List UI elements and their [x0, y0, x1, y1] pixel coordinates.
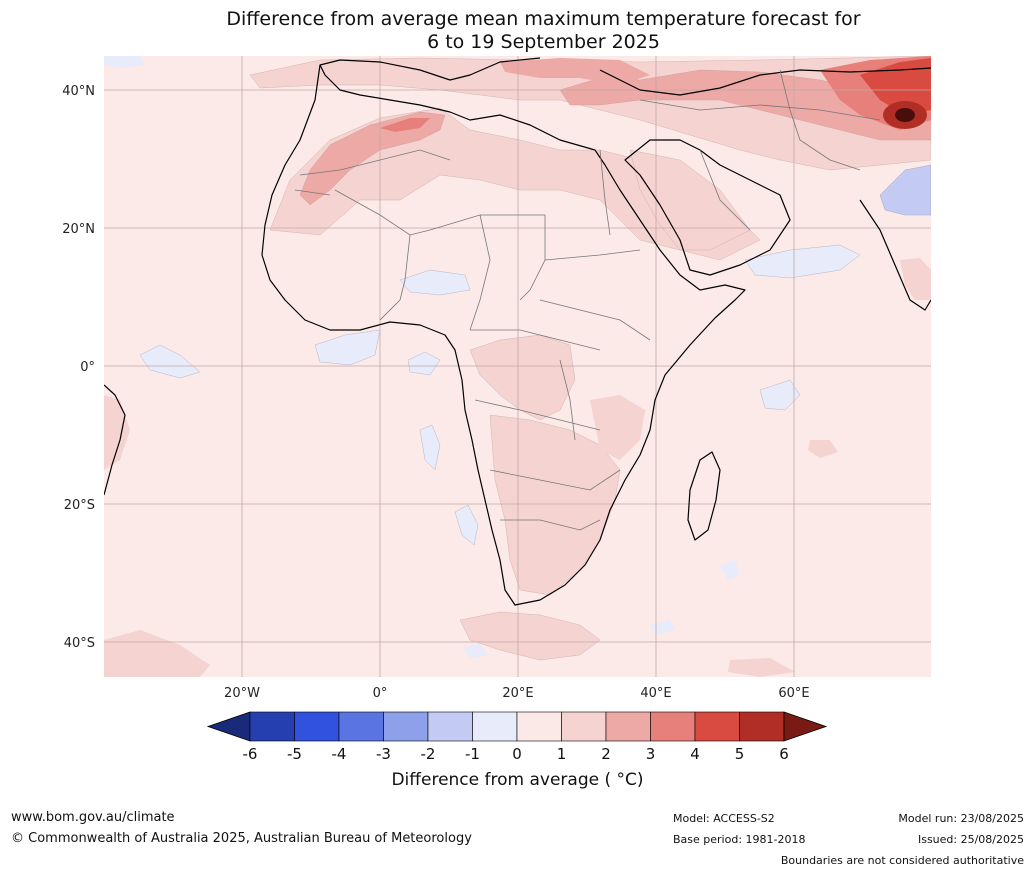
colorbar-segment — [338, 711, 384, 742]
anomaly-indian-ocean — [808, 440, 838, 458]
anomaly-cool-sahel — [399, 269, 471, 296]
colorbar-title: Difference from average ( °C) — [391, 770, 644, 790]
anomaly-cool-arabian-sea — [744, 244, 861, 279]
anomaly-cool-namibia — [454, 504, 479, 546]
madagascar-coastline — [687, 451, 721, 541]
anomaly-cool-gabon — [407, 351, 441, 376]
lat-label-40N: 40°N — [62, 84, 95, 99]
colorbar-segment — [383, 711, 429, 742]
colorbar-tick-label: -6 — [243, 745, 258, 763]
anomaly-southern-africa — [489, 414, 621, 596]
west-south-america-coast — [104, 384, 126, 496]
colorbar: -6 -5 -4 -3 -2 -1 0 1 2 3 4 5 6 — [206, 711, 828, 763]
anomaly-cool-south-2 — [462, 644, 488, 658]
colorbar-segment — [605, 711, 651, 742]
colorbar-segment — [427, 711, 473, 742]
colorbar-tick-label: -3 — [376, 745, 391, 763]
colorbar-segment — [739, 711, 785, 742]
colorbar-segment — [249, 711, 295, 742]
lat-label-20S: 20°S — [64, 498, 95, 513]
lon-label-0: 0° — [373, 686, 388, 701]
colorbar-tick-label: -2 — [421, 745, 436, 763]
title-line-2: 6 to 19 September 2025 — [427, 31, 660, 53]
coastlines — [104, 57, 931, 606]
anomaly-cool-nw — [104, 56, 145, 68]
anomaly-cool-somali — [759, 379, 801, 411]
footer-website[interactable]: www.bom.gov.au/climate — [11, 810, 175, 825]
colorbar-segment — [294, 711, 340, 742]
arabia-coastline — [624, 139, 791, 276]
footer-model-run: Model run: 23/08/2025 — [898, 812, 1024, 825]
anomaly-cool-angola-sea — [419, 424, 441, 471]
anomaly-south-atlantic — [459, 611, 601, 661]
anomaly-cool-gulf — [314, 329, 381, 366]
footer-issued: Issued: 25/08/2025 — [917, 833, 1024, 846]
anomaly-central-africa — [469, 334, 576, 421]
anomaly-arabia — [629, 149, 751, 251]
anomaly-india — [900, 258, 931, 300]
lat-label-0: 0° — [80, 360, 95, 375]
map-title: Difference from average mean maximum tem… — [0, 8, 1035, 54]
lon-label-20W: 20°W — [224, 686, 260, 701]
anomaly-south-sea — [728, 658, 795, 677]
anomaly-west-atlantic — [104, 395, 130, 470]
anomaly-balkans — [500, 58, 650, 85]
colorbar-segment — [561, 711, 607, 742]
colorbar-tick-label: 6 — [779, 745, 789, 763]
footer-model: Model: ACCESS-S2 — [673, 812, 775, 825]
colorbar-segment — [516, 711, 562, 742]
colorbar-segment — [472, 711, 518, 742]
graticule — [104, 56, 931, 677]
anomaly-mozambique — [590, 395, 645, 460]
footer-copyright: © Commonwealth of Australia 2025, Austra… — [11, 831, 472, 846]
anomaly-cool-himalaya — [879, 164, 931, 216]
colorbar-arrow-high — [783, 711, 828, 742]
colorbar-tick-label: 2 — [601, 745, 611, 763]
colorbar-tick-label: 1 — [557, 745, 567, 763]
footer-boundaries-note: Boundaries are not considered authoritat… — [780, 854, 1024, 867]
colorbar-tick-label: -1 — [465, 745, 480, 763]
lon-label-20E: 20°E — [502, 686, 533, 701]
colorbar-tick-label: -4 — [332, 745, 347, 763]
country-borders — [294, 69, 881, 531]
colorbar-tick-label: -5 — [287, 745, 302, 763]
title-line-1: Difference from average mean maximum tem… — [226, 8, 861, 30]
footer-base-period: Base period: 1981-2018 — [673, 833, 806, 846]
colorbar-tick-label: 3 — [646, 745, 656, 763]
colorbar-arrow-low — [206, 711, 251, 742]
anomaly-hotspot-core — [895, 108, 915, 122]
lat-label-40S: 40°S — [64, 636, 95, 651]
colorbar-tick-label: 5 — [735, 745, 745, 763]
lon-label-40E: 40°E — [640, 686, 671, 701]
lon-label-60E: 60°E — [778, 686, 809, 701]
lat-label-20N: 20°N — [62, 222, 95, 237]
anomaly-atlas-core — [380, 118, 430, 132]
colorbar-tick-label: 4 — [690, 745, 700, 763]
anomaly-atlas — [299, 111, 446, 206]
colorbar-segment — [650, 711, 696, 742]
anomaly-cool-atlantic — [139, 344, 201, 379]
europe-coastline — [319, 57, 931, 96]
anomaly-central-asia-core — [860, 58, 931, 115]
colorbar-tick-label: 0 — [512, 745, 522, 763]
colorbar-segment — [694, 711, 740, 742]
anomaly-cool-madagascar-sea — [720, 560, 740, 580]
india-coastline — [859, 199, 931, 311]
africa-coastline — [261, 64, 746, 606]
